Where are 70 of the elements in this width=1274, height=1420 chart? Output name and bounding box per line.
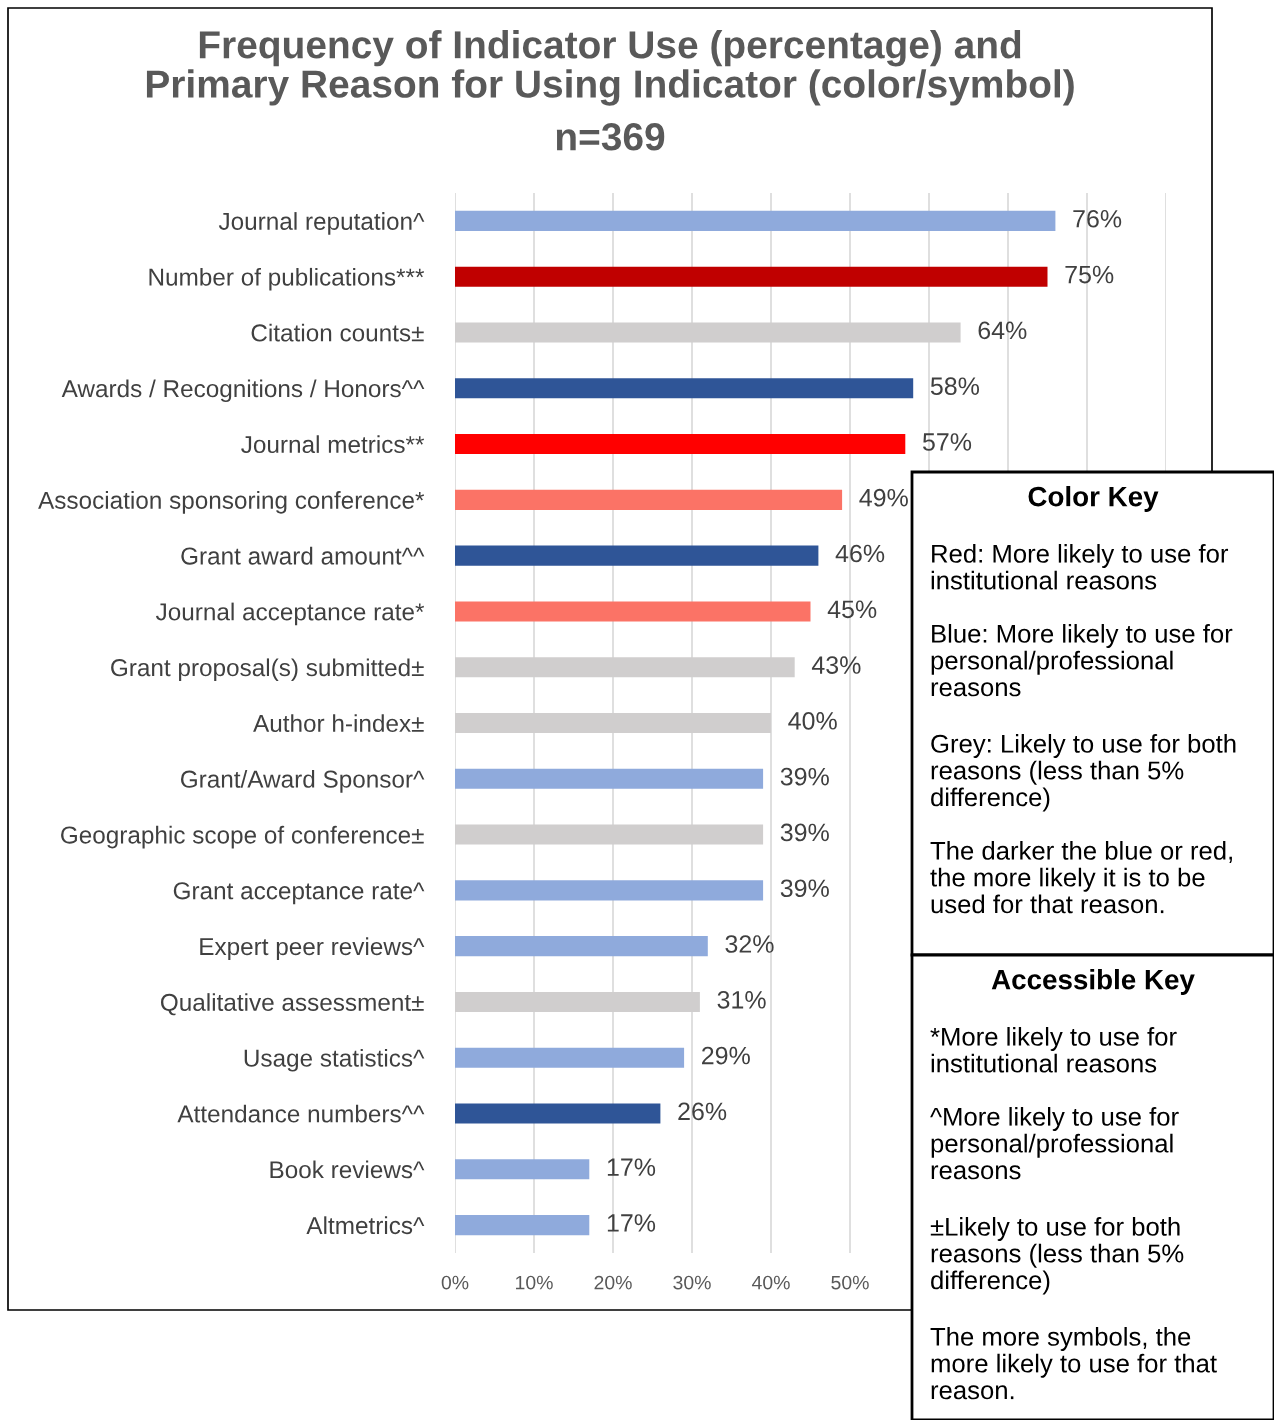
y-tick-label: Attendance numbers^^ (177, 1104, 425, 1123)
text: The more symbols, the more likely to use for that reason. (930, 1327, 1217, 1400)
annotation: The darker the blue or red, the more likely it is to be used for that reason. (930, 841, 1232, 914)
data-label: 46% (835, 544, 885, 563)
y-tick-label: Association sponsoring conference* (38, 491, 425, 514)
y-tick-label: Awards / Recognitions / Honors^^ (61, 379, 425, 403)
data-label: 64% (978, 321, 1027, 340)
annotation: Red: More likely to use for institutional reasons (931, 544, 1229, 590)
x-tick-label: 50% (831, 1275, 869, 1290)
annotation: *More likely to use for institutional reasons (930, 1027, 1177, 1073)
data-label: 76% (1073, 209, 1122, 228)
data-label: 43% (811, 656, 861, 674)
y-tick-label: Journal metrics** (241, 435, 425, 454)
y-tick-label: Grant/Award Sponsor^ (180, 769, 425, 793)
bar (455, 1159, 590, 1180)
y-tick-label: Citation counts± (251, 323, 424, 342)
bar (455, 1215, 590, 1236)
bar (455, 1103, 661, 1124)
data-label: 58% (930, 377, 980, 395)
annotation: ^More likely to use for personal/professional reasons (930, 1107, 1179, 1180)
y-tick-label: Number of publications*** (149, 267, 425, 291)
bar (455, 936, 708, 957)
y-tick-label: Grant acceptance rate^ (173, 882, 425, 905)
data-label: 17% (607, 1158, 656, 1176)
data-label: 39% (780, 823, 829, 842)
y-tick-label: Grant proposal(s) submitted± (111, 658, 424, 682)
data-label: 31% (717, 990, 766, 1009)
bar (455, 601, 811, 622)
y-tick-label: Journal acceptance rate* (155, 602, 425, 626)
bar (455, 880, 764, 901)
data-label: 75% (1065, 265, 1114, 284)
x-tick-label: 40% (751, 1275, 790, 1290)
y-tick-label: Book reviews^ (270, 1160, 425, 1179)
bar (455, 210, 1056, 231)
y-tick-label: Qualitative assessment± (161, 993, 424, 1016)
bar (455, 1047, 685, 1068)
x-tick-label: 0% (441, 1275, 469, 1290)
data-label: 26% (678, 1102, 727, 1121)
data-label: 45% (827, 600, 877, 619)
annotation: Grey: Likely to use for both reasons (less than 5% difference) (931, 734, 1236, 812)
chart-title: Frequency of Indicator Use (percentage) and Primary Reason for Using Indicator (color/symbol) (146, 30, 1074, 106)
bar (455, 545, 819, 566)
data-label: 39% (780, 879, 829, 898)
data-label: 32% (725, 935, 774, 953)
bar (455, 434, 906, 455)
y-tick-label: Expert peer reviews^ (200, 937, 425, 961)
y-tick-label: Usage statistics^ (244, 1048, 425, 1072)
annotation: Accessible Key (991, 969, 1195, 995)
x-tick-label: 20% (594, 1275, 632, 1290)
data-label: 49% (859, 488, 908, 507)
annotation: Color Key (1028, 486, 1159, 512)
chart-subtitle: n=369 (556, 123, 665, 151)
y-tick-label: Geographic scope of conference± (61, 825, 424, 849)
data-label: 57% (922, 433, 972, 451)
y-tick-label: Journal reputation^ (218, 212, 425, 235)
data-label: 40% (788, 712, 837, 730)
bar (455, 266, 1048, 287)
bar (455, 489, 843, 510)
bar (455, 768, 764, 789)
data-label: 29% (702, 1046, 750, 1065)
bar (455, 378, 914, 399)
y-tick-label: Author h-index± (253, 714, 424, 733)
data-label: 17% (607, 1214, 656, 1232)
data-label: 39% (780, 767, 829, 786)
annotation: ±Likely to use for both reasons (less than 5% difference) (930, 1217, 1184, 1295)
annotation: Blue: More likely to use for personal/professional reasons (931, 624, 1233, 697)
x-tick-label: 10% (516, 1275, 553, 1290)
y-tick-label: Grant award amount^^ (181, 546, 425, 565)
x-tick-label: 30% (673, 1275, 711, 1290)
y-tick-label: Altmetrics^ (306, 1216, 425, 1235)
